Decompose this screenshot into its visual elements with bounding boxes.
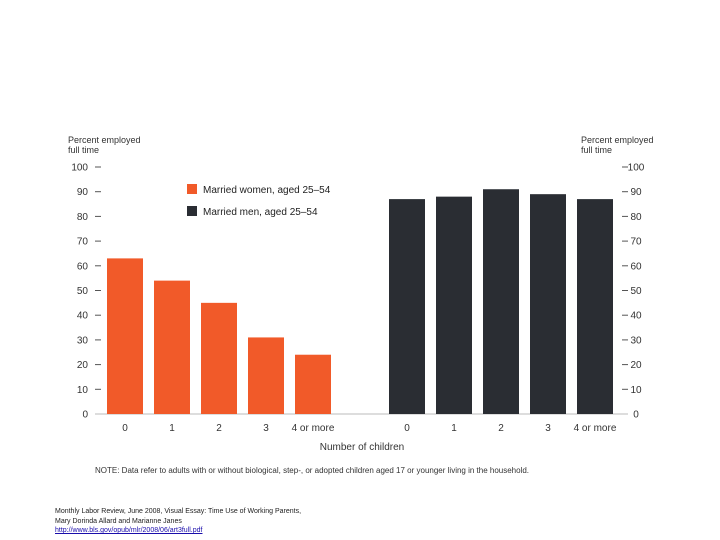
category-label: 1 [169,423,175,434]
category-label: 4 or more [574,423,617,434]
bars-group [107,189,613,414]
left-tick-label: 80 [77,212,89,223]
right-tick-label: 90 [630,187,642,198]
left-tick-label: 10 [77,385,89,396]
right-tick-label: 100 [628,163,645,174]
left-tick-label: 0 [82,410,88,421]
left-tick-label: 40 [77,311,89,322]
category-label: 2 [216,423,222,434]
left-tick-label: 90 [77,187,89,198]
right-axis-title-line: full time [581,145,612,155]
legend-label: Married women, aged 25–54 [203,185,331,196]
bar-men-2 [483,189,519,414]
source-line-1: Monthly Labor Review, June 2008, Visual … [55,508,302,515]
bar-men-0 [389,199,425,414]
bar-women-4 [295,354,331,414]
right-y-axis: 0 10 20 30 40 50 60 70 80 90 100 [622,163,645,421]
right-tick-label: 40 [630,311,642,322]
left-tick-label: 30 [77,335,89,346]
right-axis-title-line: Percent employed [581,135,654,145]
legend-swatch [187,184,197,194]
left-y-axis: 0 10 20 30 40 50 60 70 80 90 100 [71,163,101,421]
category-label: 3 [263,423,269,434]
right-tick-label: 70 [630,237,642,248]
x-category-labels: 0 1 2 3 4 or more 0 1 2 3 4 or more [122,423,617,434]
category-label: 4 or more [292,423,335,434]
right-tick-label: 0 [633,410,639,421]
bar-women-1 [154,280,190,414]
bar-women-2 [201,302,237,414]
category-label: 0 [122,423,128,434]
legend-label: Married men, aged 25–54 [203,207,318,218]
source-citation: Monthly Labor Review, June 2008, Visual … [55,507,301,536]
legend: Married women, aged 25–54 Married men, ag… [187,184,331,218]
source-line-2: Mary Dorinda Allard and Marianne Janes [55,517,182,525]
right-tick-label: 80 [630,212,642,223]
bar-men-1 [436,196,472,414]
category-label: 2 [498,423,504,434]
right-tick-label: 50 [630,286,642,297]
chart-note: NOTE: Data refer to adults with or witho… [95,466,529,475]
right-tick-label: 10 [630,385,642,396]
category-label: 3 [545,423,551,434]
bar-men-3 [530,194,566,414]
left-tick-label: 50 [77,286,89,297]
left-axis-title-line: full time [68,145,99,155]
right-tick-label: 30 [630,335,642,346]
left-tick-label: 100 [71,163,88,174]
right-tick-label: 60 [630,261,642,272]
category-label: 0 [404,423,410,434]
source-link[interactable]: http://www.bls.gov/opub/mlr/2008/06/art3… [55,527,203,534]
left-tick-label: 70 [77,237,89,248]
category-label: 1 [451,423,457,434]
left-tick-label: 60 [77,261,89,272]
bar-men-4 [577,199,613,414]
x-axis-title: Number of children [320,442,404,453]
left-tick-label: 20 [77,360,89,371]
bar-women-3 [248,337,284,414]
bar-women-0 [107,258,143,414]
right-tick-label: 20 [630,360,642,371]
legend-swatch [187,206,197,216]
left-axis-title-line: Percent employed [68,135,141,145]
